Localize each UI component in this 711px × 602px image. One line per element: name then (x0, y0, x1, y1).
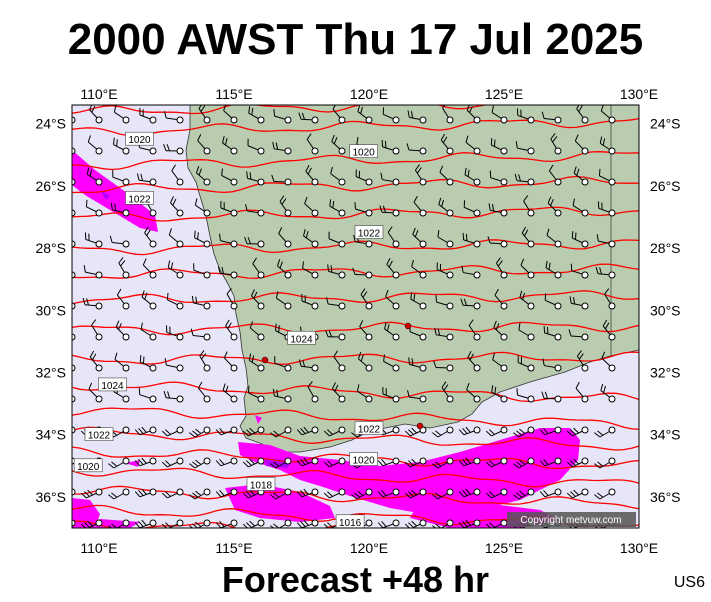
isobar-label: 1024 (288, 331, 316, 345)
svg-text:1020: 1020 (352, 148, 375, 159)
svg-text:1020: 1020 (77, 462, 100, 473)
longitude-tick-label: 130°E (620, 540, 658, 556)
latitude-labels-left: 24°S 26°S 28°S 30°S 32°S 34°S 36°S (35, 116, 66, 505)
longitude-tick-label: 130°E (620, 86, 658, 102)
latitude-labels-right: 24°S 26°S 28°S 30°S 32°S 34°S 36°S (650, 116, 681, 505)
isobar-label: 1020 (350, 145, 378, 159)
svg-text:1022: 1022 (88, 431, 111, 442)
isobar-label: 1018 (247, 477, 275, 491)
svg-text:1020: 1020 (352, 456, 375, 467)
copyright-box: Copyright metvuw.com (507, 512, 636, 527)
isobar-label: 1022 (85, 428, 113, 442)
isobar-label: 1022 (355, 421, 383, 435)
latitude-tick-label: 32°S (650, 364, 681, 380)
isobar-label: 1016 (336, 515, 364, 529)
town-marker (262, 357, 268, 363)
svg-text:1024: 1024 (290, 334, 313, 345)
isobar-label: 1020 (74, 459, 102, 473)
longitude-tick-label: 110°E (80, 86, 117, 102)
isobar-label: 1022 (355, 226, 383, 240)
latitude-tick-label: 34°S (35, 427, 66, 443)
copyright-text: Copyright metvuw.com (520, 515, 621, 526)
town-marker (405, 323, 411, 329)
svg-text:1018: 1018 (250, 480, 273, 491)
latitude-tick-label: 30°S (35, 302, 66, 318)
isobar-label: 1022 (126, 191, 154, 205)
latitude-tick-label: 32°S (35, 364, 66, 380)
longitude-tick-label: 115°E (215, 540, 252, 556)
longitude-labels-top: 110°E 115°E 120°E 125°E 130°E (80, 86, 658, 102)
latitude-tick-label: 36°S (35, 489, 66, 505)
longitude-tick-label: 115°E (215, 86, 252, 102)
isobar-label: 1020 (126, 132, 154, 146)
svg-text:1024: 1024 (101, 381, 124, 392)
svg-text:1022: 1022 (358, 424, 381, 435)
svg-text:1022: 1022 (358, 229, 381, 240)
latitude-tick-label: 24°S (650, 116, 681, 132)
latitude-tick-label: 30°S (650, 302, 681, 318)
isobar-label: 1024 (99, 378, 127, 392)
longitude-tick-label: 120°E (350, 86, 388, 102)
svg-text:1016: 1016 (339, 518, 362, 529)
svg-text:1022: 1022 (128, 194, 151, 205)
svg-text:1020: 1020 (128, 135, 151, 146)
latitude-tick-label: 28°S (650, 240, 681, 256)
latitude-tick-label: 34°S (650, 427, 681, 443)
longitude-tick-label: 125°E (485, 540, 523, 556)
latitude-tick-label: 24°S (35, 116, 66, 132)
latitude-tick-label: 36°S (650, 489, 681, 505)
latitude-tick-label: 26°S (35, 178, 66, 194)
longitude-labels-bottom: 110°E 115°E 120°E 125°E 130°E (80, 540, 658, 556)
longitude-tick-label: 110°E (80, 540, 117, 556)
longitude-tick-label: 125°E (485, 86, 523, 102)
latitude-tick-label: 26°S (650, 178, 681, 194)
latitude-tick-label: 28°S (35, 240, 66, 256)
region-code: US6 (674, 574, 705, 592)
isobar-label: 1020 (350, 453, 378, 467)
longitude-tick-label: 120°E (350, 540, 388, 556)
town-marker (417, 423, 423, 429)
forecast-label: Forecast +48 hr (0, 558, 711, 602)
